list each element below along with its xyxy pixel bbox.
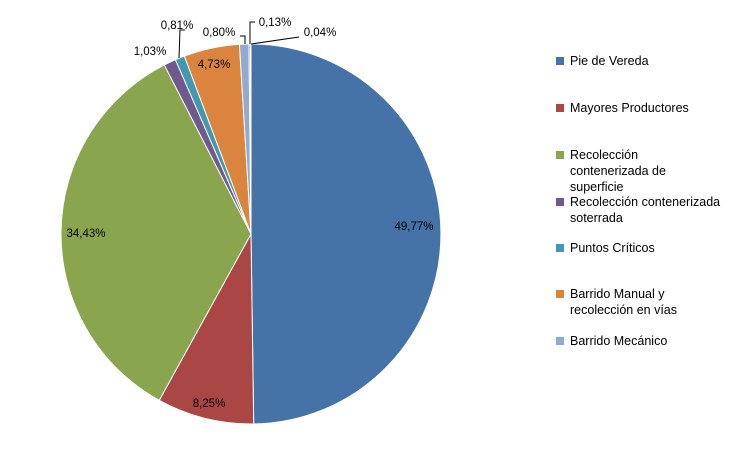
leader-line-0-04: [250, 36, 300, 45]
legend-item-barrido-manual: Barrido Manual y recolección en vías: [556, 286, 690, 318]
data-label-0-13: 0,13%: [259, 17, 292, 29]
legend-label: Mayores Productores: [570, 101, 689, 115]
data-label-barrido-mecanico: 0,80%: [203, 27, 236, 39]
data-label-recoleccion-soterrada: 1,03%: [134, 46, 167, 58]
legend-item-recoleccion-soterrada: Recolección contenerizada soterrada: [556, 194, 735, 226]
legend-label: Recolección contenerizada de superficie: [570, 148, 666, 194]
legend-item-recoleccion-superficie: Recolección contenerizada de superficie: [556, 147, 690, 195]
leader-line-0-13: [249, 21, 255, 44]
legend-swatch: [556, 290, 564, 298]
data-label-recoleccion-superficie: 34,43%: [66, 228, 105, 240]
legend-item-puntos-criticos: Puntos Críticos: [556, 240, 740, 256]
data-label-barrido-manual: 4,73%: [198, 59, 231, 71]
pie-slice-2: [158, 232, 255, 425]
legend-item-pie-de-vereda: Pie de Vereda: [556, 53, 740, 69]
data-label-puntos-criticos: 0,81%: [161, 20, 194, 32]
legend-swatch: [556, 337, 564, 345]
leader-line-puntos-criticos: [178, 29, 185, 59]
legend-swatch: [556, 104, 564, 112]
legend-label: Barrido Manual y recolección en vías: [570, 287, 678, 317]
pie-slices: [60, 43, 442, 425]
legend-swatch: [556, 151, 564, 159]
data-label-mayores-productores: 8,25%: [193, 398, 226, 410]
leader-lines: [178, 21, 300, 59]
pie-chart: 49,77% 8,25% 34,43% 1,03% 0,81% 4,73% 0,…: [60, 17, 442, 425]
legend-swatch: [556, 198, 564, 206]
pie-slice-3: [60, 64, 252, 402]
legend-label: Recolección contenerizada soterrada: [570, 195, 721, 225]
data-labels: 49,77% 8,25% 34,43% 1,03% 0,81% 4,73% 0,…: [66, 17, 433, 410]
legend-swatch: [556, 57, 564, 65]
legend-item-barrido-mecanico: Barrido Mecánico: [556, 333, 740, 349]
leader-line-barrido-mecanico: [240, 35, 246, 44]
legend-swatch: [556, 244, 564, 252]
legend-label: Barrido Mecánico: [570, 334, 668, 348]
data-label-pie-de-vereda: 49,77%: [394, 221, 433, 233]
pie-slice-1: [250, 43, 442, 425]
legend-item-mayores-productores: Mayores Productores: [556, 100, 740, 116]
legend-label: Pie de Vereda: [570, 54, 649, 68]
data-label-0-04: 0,04%: [304, 27, 337, 39]
legend: Pie de Vereda Mayores Productores Recole…: [556, 0, 746, 468]
legend-label: Puntos Críticos: [570, 241, 655, 255]
